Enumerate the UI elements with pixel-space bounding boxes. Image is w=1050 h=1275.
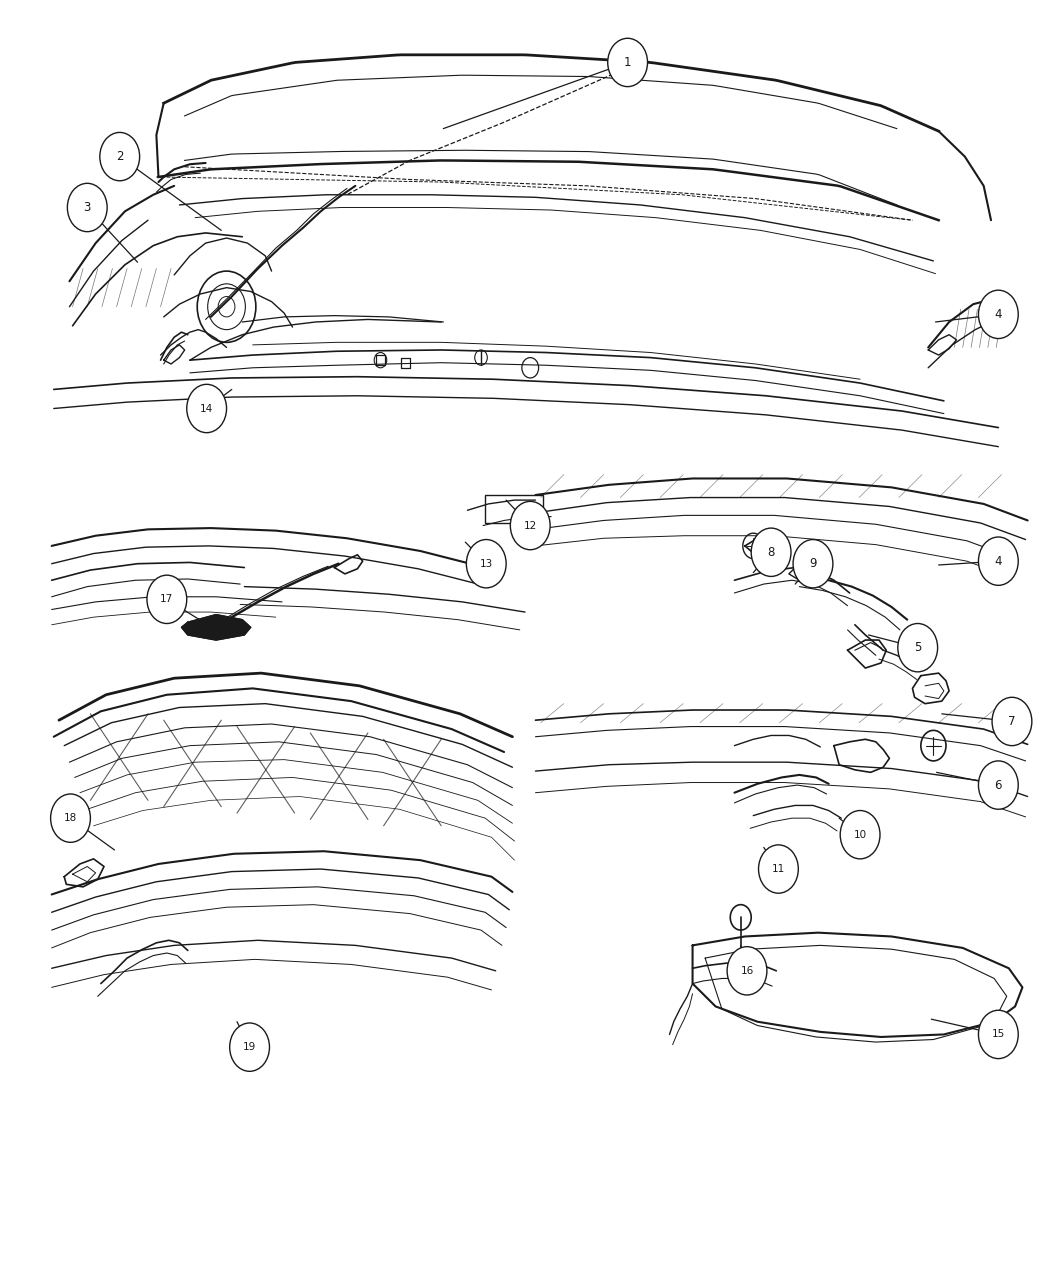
Text: 18: 18 [64, 813, 77, 824]
Circle shape [475, 349, 487, 365]
Circle shape [230, 1023, 270, 1071]
Text: 13: 13 [480, 558, 492, 569]
Text: 3: 3 [84, 201, 91, 214]
Polygon shape [182, 615, 251, 640]
Circle shape [992, 697, 1032, 746]
Text: 2: 2 [116, 150, 124, 163]
Circle shape [979, 1010, 1018, 1058]
Circle shape [979, 761, 1018, 810]
Text: 10: 10 [854, 830, 866, 840]
Circle shape [50, 794, 90, 843]
Circle shape [898, 623, 938, 672]
Circle shape [727, 946, 766, 994]
Text: 1: 1 [624, 56, 631, 69]
Circle shape [510, 501, 550, 550]
Circle shape [67, 184, 107, 232]
Text: 12: 12 [524, 520, 537, 530]
Circle shape [921, 731, 946, 761]
Text: 15: 15 [991, 1029, 1005, 1039]
Circle shape [100, 133, 140, 181]
Text: 19: 19 [243, 1042, 256, 1052]
Circle shape [742, 533, 763, 558]
Text: 7: 7 [1008, 715, 1015, 728]
Circle shape [147, 575, 187, 623]
Text: 8: 8 [768, 546, 775, 558]
Circle shape [758, 845, 798, 894]
Circle shape [374, 352, 386, 367]
Text: 9: 9 [810, 557, 817, 570]
Text: 4: 4 [994, 307, 1002, 321]
Bar [485, 495, 543, 523]
Circle shape [466, 539, 506, 588]
Circle shape [187, 384, 227, 432]
Circle shape [840, 811, 880, 859]
Text: 4: 4 [994, 555, 1002, 567]
Circle shape [979, 291, 1018, 339]
Text: 14: 14 [200, 403, 213, 413]
Text: 6: 6 [994, 779, 1002, 792]
Circle shape [979, 537, 1018, 585]
Circle shape [730, 905, 751, 929]
Circle shape [793, 539, 833, 588]
Text: 5: 5 [914, 641, 922, 654]
Circle shape [751, 528, 791, 576]
Circle shape [522, 357, 539, 377]
Text: 17: 17 [161, 594, 173, 604]
Circle shape [608, 38, 648, 87]
Text: 11: 11 [772, 864, 785, 875]
Text: 16: 16 [740, 966, 754, 975]
